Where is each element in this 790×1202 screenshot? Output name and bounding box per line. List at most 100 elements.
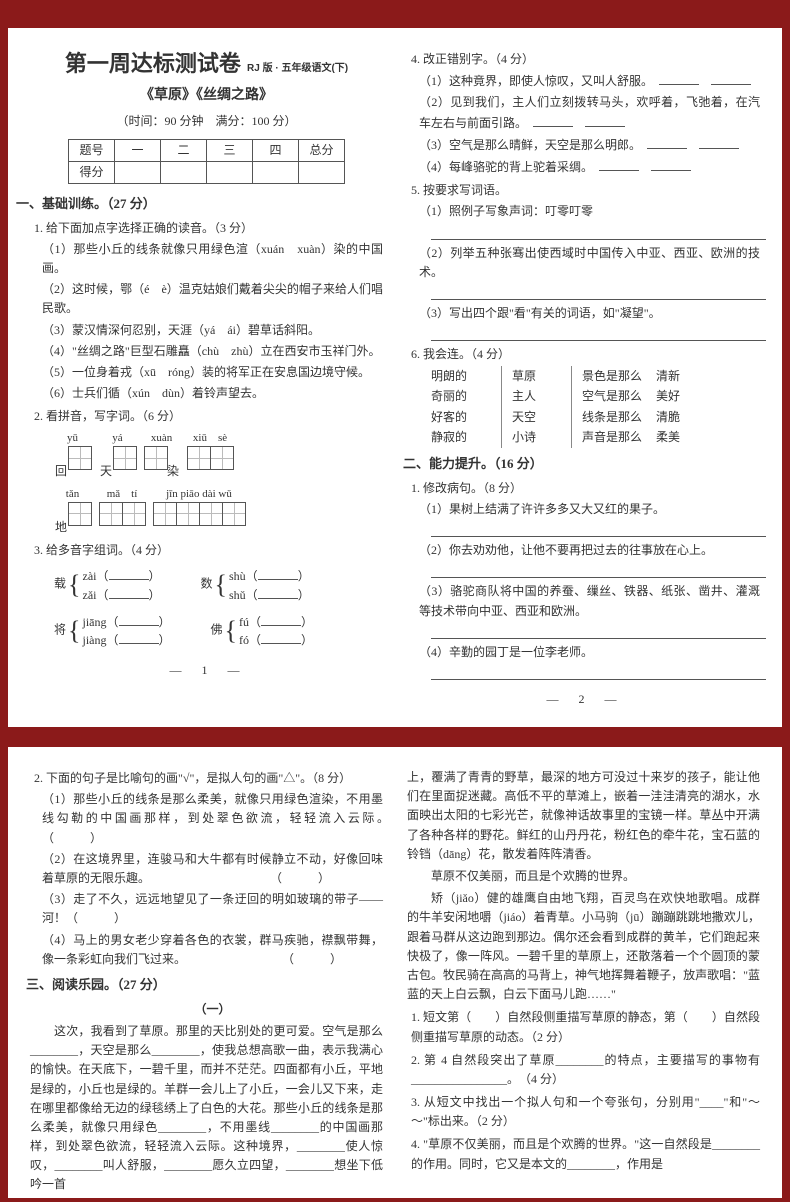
- p2-q2-item: （3）走了不久，远远地望见了一条迂回的明如玻璃的带子——河！（ ）: [42, 890, 383, 928]
- tianzi-cell: [199, 502, 223, 526]
- test-page-1: 第一周达标测试卷 RJ 版 · 五年级语文(下) 《草原》《丝绸之路》 （时间：…: [0, 20, 790, 735]
- p2-q2-item: （4）马上的男女老少穿着各色的衣裳，群马疾驰，襟飘带舞，像一条彩虹向我们飞过来。…: [42, 931, 383, 969]
- passage-right: 草原不仅美丽，而且是个欢腾的世界。: [407, 867, 760, 886]
- polyphone-reading: zài（: [83, 569, 109, 583]
- pinyin-label: mǎ: [107, 488, 120, 500]
- pinyin-label: sè: [218, 432, 227, 444]
- q6: 6. 我会连。（4 分）: [411, 345, 760, 364]
- blank-line: [659, 71, 699, 85]
- blank-line: [647, 135, 687, 149]
- score-header: 三: [207, 139, 253, 161]
- match-item: 线条是那么: [582, 408, 642, 427]
- given-char: 地: [54, 518, 68, 537]
- test-page-2: 2. 下面的句子是比喻句的画"√"，是拟人句的画"△"。（8 分） （1）那些小…: [0, 739, 790, 1198]
- blank-line: [585, 113, 625, 127]
- q2: 2. 看拼音，写字词。（6 分）: [34, 407, 383, 426]
- given-char: 天: [99, 462, 113, 481]
- match-item: 天空: [512, 408, 557, 427]
- tianzi-cell: [113, 446, 137, 470]
- section-3-head: 三、阅读乐园。（27 分）: [26, 975, 383, 996]
- match-item: 景色是那么: [582, 367, 642, 386]
- q1-item: （5）一位身着戎（xū róng）装的将军正在安息国边境守候。: [42, 363, 383, 382]
- q3: 3. 给多音字组词。（4 分）: [34, 541, 383, 560]
- pinyin-label: xuàn: [144, 430, 179, 444]
- q5-item: （1）照例子写象声词：叮零叮零: [419, 202, 760, 221]
- score-table: 题号 一 二 三 四 总分 得分: [68, 139, 345, 184]
- pinyin-label: xiū: [193, 432, 207, 444]
- tianzi-cell: [222, 502, 246, 526]
- polyphone-head: 载: [54, 577, 66, 591]
- answer-line: [431, 523, 766, 537]
- pinyin-label: yá: [99, 430, 136, 444]
- score-header: 四: [253, 139, 299, 161]
- section-1-head: 一、基础训练。（27 分）: [16, 194, 383, 215]
- score-cell: [207, 161, 253, 183]
- paper-title: 第一周达标测试卷 RJ 版 · 五年级语文(下): [30, 46, 383, 81]
- score-header: 总分: [299, 139, 345, 161]
- q5-item: （2）列举五种张骞出使西域时中国传入中亚、西亚、欧洲的技术。: [419, 244, 760, 282]
- polyphone-head: 佛: [211, 622, 223, 636]
- match-item: 柔美: [656, 428, 712, 447]
- score-header: 二: [161, 139, 207, 161]
- q6-columns: 明朗的奇丽的好客的静寂的 草原主人天空小诗 景色是那么空气是那么线条是那么声音是…: [431, 366, 760, 448]
- blank-line: [599, 157, 639, 171]
- tianzi-cell: [153, 502, 177, 526]
- answer-line: [431, 625, 766, 639]
- blank-line: [699, 135, 739, 149]
- pinyin-label: tǎn: [54, 486, 91, 500]
- page-number-2: — 2 —: [407, 690, 760, 709]
- p2-right-q: 2. 第 4 自然段突出了草原________的特点，主要描写的事物有_____…: [411, 1051, 760, 1089]
- q7: 1. 修改病句。（8 分）: [411, 479, 760, 498]
- polyphone-head: 将: [54, 622, 66, 636]
- pinyin-label: yū: [54, 430, 91, 444]
- answer-line: [431, 286, 766, 300]
- q7-item: （2）你去劝劝他，让他不要再把过去的往事放在心上。: [419, 541, 760, 560]
- pinyin-label: wǔ: [218, 488, 231, 500]
- tianzi-cell: [99, 502, 123, 526]
- match-item: 清脆: [656, 408, 712, 427]
- page2-left-col: 2. 下面的句子是比喻句的画"√"，是拟人句的画"△"。（8 分） （1）那些小…: [30, 765, 383, 1198]
- answer-line: [431, 226, 766, 240]
- score-cell: [161, 161, 207, 183]
- section-2-head: 二、能力提升。（16 分）: [403, 454, 760, 475]
- match-item: 美好: [656, 387, 712, 406]
- q1-item: （1）那些小丘的线条就像只用绿色渲（xuán xuàn）染的中国画。: [42, 240, 383, 278]
- polyphone-reading: jiàng（: [83, 633, 119, 647]
- q4-item: （4）每峰骆驼的背上驼着采绸。: [419, 157, 760, 177]
- match-item: 空气是那么: [582, 387, 642, 406]
- match-item: 清新: [656, 367, 712, 386]
- answer-line: [431, 327, 766, 341]
- score-row-label: 得分: [69, 161, 115, 183]
- paper-subtitle: 《草原》《丝绸之路》: [30, 85, 383, 107]
- tianzi-cell: [187, 446, 211, 470]
- tianzi-cell: [144, 446, 168, 470]
- match-item: 小诗: [512, 428, 557, 447]
- p2-right-q: 1. 短文第（ ）自然段侧重描写草原的静态，第（ ）自然段侧重描写草原的动态。（…: [411, 1008, 760, 1046]
- passage-left: 这次，我看到了草原。那里的天比别处的更可爱。空气是那么________，天空是那…: [30, 1022, 383, 1195]
- polyphone-reading: fó（: [239, 633, 261, 647]
- pinyin-label: tí: [131, 488, 137, 500]
- page1-right-col: 4. 改正错别字。（4 分） （1）这种竟界，即使人惊叹，又叫人舒服。 （2）见…: [407, 46, 760, 709]
- paper-timing: （时间：90 分钟 满分：100 分）: [30, 112, 383, 131]
- p2-right-q: 4. "草原不仅美丽，而且是个欢腾的世界。"这一自然段是________的作用。…: [411, 1135, 760, 1173]
- match-item: 草原: [512, 367, 557, 386]
- score-header: 题号: [69, 139, 115, 161]
- given-char: 回: [54, 462, 68, 481]
- pinyin-label: jīn: [166, 488, 178, 500]
- match-item: 明朗的: [431, 367, 487, 386]
- q5: 5. 按要求写词语。: [411, 181, 760, 200]
- pinyin-label: piāo: [181, 488, 200, 500]
- q3-row2: 将{jiāng（）jiàng（） 佛{fú（）fó（）: [54, 610, 383, 652]
- blank-line: [533, 113, 573, 127]
- passage-right: 矫（jiǎo）健的雄鹰自由地飞翔，百灵鸟在欢快地歌唱。成群的牛羊安闲地嚼（jiá…: [407, 889, 760, 1004]
- page1-left-col: 第一周达标测试卷 RJ 版 · 五年级语文(下) 《草原》《丝绸之路》 （时间：…: [30, 46, 383, 709]
- passage-head: （一）: [42, 1000, 383, 1019]
- q4-item: （3）空气是那么晴鲜，天空是那么明郎。: [419, 135, 760, 155]
- q1-item: （4）"丝绸之路"巨型石雕矗（chù zhù）立在西安市玉祥门外。: [42, 342, 383, 361]
- score-cell: [253, 161, 299, 183]
- q4-item: （1）这种竟界，即使人惊叹，又叫人舒服。: [419, 71, 760, 91]
- polyphone-reading: zǎi（: [83, 588, 109, 602]
- tianzi-cell: [68, 446, 92, 470]
- p2-q2-item: （2）在这境界里，连骏马和大牛都有时候静立不动，好像回味着草原的无限乐趣。 （ …: [42, 850, 383, 888]
- q7-item: （4）辛勤的园丁是一位李老师。: [419, 643, 760, 662]
